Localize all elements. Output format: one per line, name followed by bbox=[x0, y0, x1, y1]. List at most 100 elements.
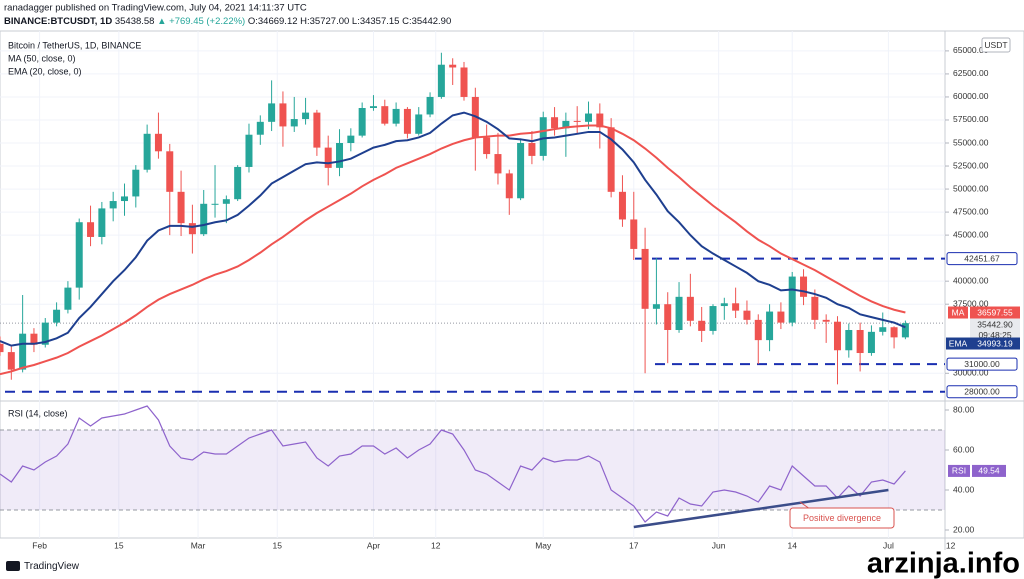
y-tick-label: 45000.00 bbox=[953, 229, 989, 239]
candle-body bbox=[822, 319, 830, 322]
candle-body bbox=[664, 304, 672, 330]
plot bbox=[0, 52, 945, 529]
ema-value-box bbox=[970, 337, 1020, 350]
x-tick-label: 15 bbox=[114, 540, 124, 550]
candle-body bbox=[528, 143, 536, 156]
candle-body bbox=[618, 191, 626, 220]
ma-tag: MA bbox=[952, 307, 965, 317]
candle-body bbox=[381, 106, 389, 124]
ma-value-box bbox=[970, 306, 1020, 319]
rsi-band bbox=[0, 430, 945, 510]
last-price-box bbox=[970, 318, 1020, 342]
candle-body bbox=[392, 108, 400, 124]
candle-body bbox=[302, 112, 310, 120]
annotation-box bbox=[789, 507, 895, 529]
x-tick-label: Jun bbox=[712, 540, 726, 550]
candle-body bbox=[652, 304, 660, 309]
brand-logo bbox=[6, 561, 20, 571]
legend-ema: EMA (20, close, 0) bbox=[8, 66, 82, 76]
candle-body bbox=[800, 276, 808, 297]
candle-body bbox=[856, 329, 864, 354]
candle-body bbox=[675, 296, 683, 330]
ma-line bbox=[0, 111, 906, 347]
candle-body bbox=[211, 203, 219, 205]
candle-body bbox=[347, 135, 355, 144]
candle-body bbox=[426, 96, 434, 115]
currency: USDT bbox=[984, 40, 1007, 50]
candle-body bbox=[698, 320, 706, 331]
candle-body bbox=[19, 333, 27, 370]
candle-body bbox=[641, 248, 649, 309]
candle-body bbox=[75, 222, 83, 288]
candle-body bbox=[109, 201, 117, 209]
legend-rsi: RSI (14, close) bbox=[8, 408, 68, 418]
candle-body bbox=[867, 331, 875, 354]
candle-body bbox=[324, 147, 332, 168]
candle-body bbox=[630, 219, 638, 249]
candle-body bbox=[358, 108, 366, 136]
annotation-text: Positive divergence bbox=[803, 513, 881, 523]
level-label: 31000.00 bbox=[964, 359, 1000, 369]
candle-body bbox=[845, 329, 853, 351]
rsi-tick-label: 40.00 bbox=[953, 484, 975, 494]
candle-body bbox=[709, 306, 717, 331]
rsi-tick-label: 80.00 bbox=[953, 404, 975, 414]
y-tick-label: 47500.00 bbox=[953, 206, 989, 216]
candle-body bbox=[403, 108, 411, 134]
legend-ma: MA (50, close, 0) bbox=[8, 53, 76, 63]
watermark-bg bbox=[822, 550, 1024, 579]
x-tick-label: Apr bbox=[367, 540, 380, 550]
candle-body bbox=[268, 103, 276, 122]
symbol-change: ▲ +769.45 (+2.22%) bbox=[157, 16, 245, 27]
ma-value: 36597.55 bbox=[977, 307, 1013, 317]
labels: 65000.00 62500.00 60000.00 57500.00 55000.00… bbox=[32, 45, 1020, 550]
candle-body bbox=[505, 173, 513, 199]
candle-body bbox=[30, 333, 38, 345]
candle-body bbox=[234, 166, 242, 200]
candle-body bbox=[336, 143, 344, 168]
candle-body bbox=[901, 323, 909, 338]
candle-body bbox=[833, 321, 841, 351]
ema-value: 34993.19 bbox=[977, 338, 1013, 348]
candle-body bbox=[87, 222, 95, 237]
y-tick-label: 40000.00 bbox=[953, 275, 989, 285]
candle-body bbox=[879, 327, 887, 332]
candle-body bbox=[154, 133, 162, 152]
candle-body bbox=[743, 310, 751, 320]
grid bbox=[0, 31, 945, 538]
currency-box bbox=[981, 37, 1011, 53]
candle-body bbox=[596, 113, 604, 128]
brand: TradingView bbox=[6, 561, 80, 572]
ema-tag: EMA bbox=[949, 338, 968, 348]
rsi-tick-label: 60.00 bbox=[953, 444, 975, 454]
rsi-value-box bbox=[972, 464, 1006, 477]
candle-body bbox=[290, 119, 298, 127]
candle-body bbox=[222, 199, 230, 204]
candle-body bbox=[245, 134, 253, 167]
candle-body bbox=[256, 121, 264, 135]
candle-body bbox=[732, 303, 740, 311]
candle-body bbox=[7, 352, 15, 370]
candle-body bbox=[494, 154, 502, 174]
rsi-tick-label: 20.00 bbox=[953, 524, 975, 534]
y-tick-label: 52500.00 bbox=[953, 160, 989, 170]
candle-body bbox=[64, 287, 72, 310]
x-tick-label: 12 bbox=[431, 540, 441, 550]
annotation: Positive divergence bbox=[789, 501, 895, 529]
y-tick-label: 65000.00 bbox=[953, 45, 989, 55]
candle-body bbox=[177, 191, 185, 224]
x-tick-label: 15 bbox=[273, 540, 283, 550]
candle-body bbox=[483, 137, 491, 155]
x-tick-label: 14 bbox=[787, 540, 797, 550]
y-tick-label: 60000.00 bbox=[953, 91, 989, 101]
symbol-ohlc: O:34669.12 H:35727.00 L:34357.15 C:35442… bbox=[248, 16, 451, 27]
candle-body bbox=[460, 67, 468, 97]
candle-body bbox=[166, 151, 174, 192]
level-label: 42451.67 bbox=[964, 253, 1000, 263]
candle-body bbox=[766, 311, 774, 341]
header: ranadagger published on TradingView.com,… bbox=[4, 3, 307, 14]
candle-body bbox=[788, 276, 796, 323]
candle-body bbox=[0, 343, 4, 353]
candle-body bbox=[539, 117, 547, 156]
x-tick-label: 12 bbox=[946, 540, 956, 550]
